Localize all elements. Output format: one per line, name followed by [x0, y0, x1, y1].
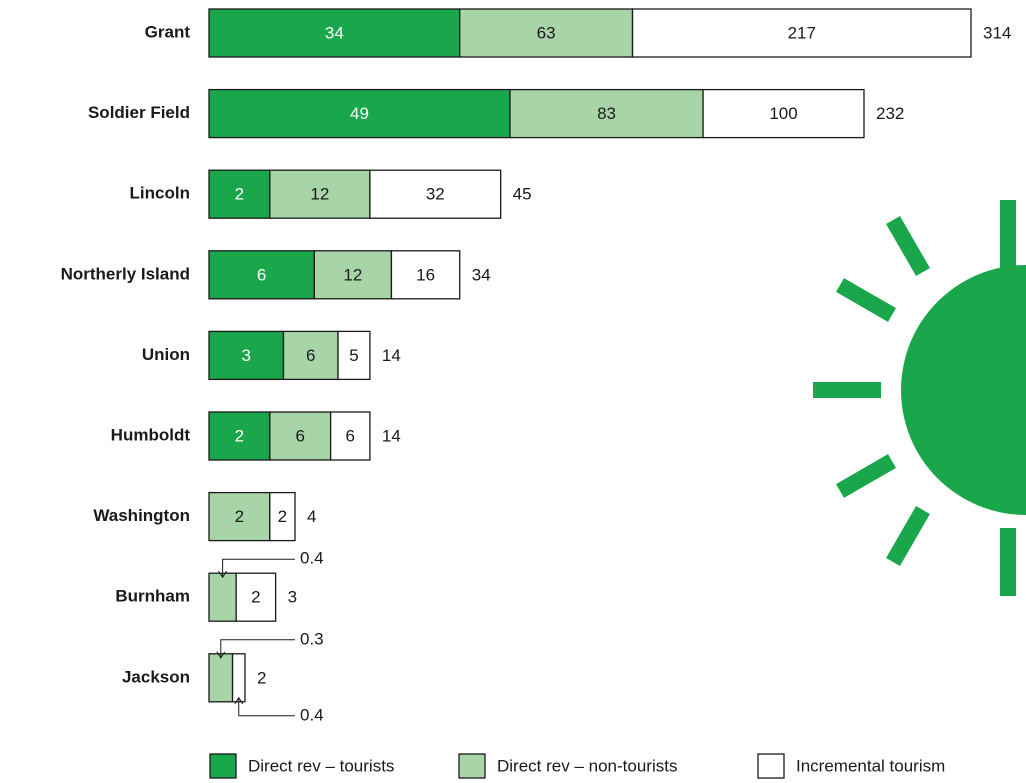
- bar-segment: [235, 572, 277, 622]
- segment-label: 2: [235, 426, 244, 445]
- segment-label: 2: [251, 588, 260, 607]
- bar-segment: [208, 491, 271, 542]
- callout-arrow: [218, 570, 228, 579]
- total-label: 14: [382, 346, 401, 365]
- category-label: Jackson: [122, 667, 190, 686]
- segment-label: 12: [310, 185, 329, 204]
- bar-segment: [509, 88, 704, 139]
- segment-label: 16: [416, 265, 435, 284]
- segment-label: 6: [257, 265, 266, 284]
- segment-label: 6: [295, 426, 304, 445]
- segment-label: 2: [235, 507, 244, 526]
- bar-segment: [282, 330, 339, 381]
- segment-label: 63: [537, 23, 556, 42]
- callout-arrow: [216, 651, 226, 659]
- bar-segment: [208, 330, 285, 381]
- bar-segment: [702, 88, 865, 139]
- segment-label: 3: [242, 346, 251, 365]
- category-label: Burnham: [115, 587, 190, 606]
- bar-segment: [208, 250, 315, 300]
- segment-label: 34: [325, 23, 344, 42]
- category-label: Washington: [93, 506, 190, 525]
- bar-segment: [269, 491, 296, 542]
- category-label: Northerly Island: [61, 264, 190, 283]
- segment-label: 6: [306, 346, 315, 365]
- bar-segment: [269, 169, 371, 219]
- bar-segment: [631, 8, 972, 58]
- bar-segment: [208, 88, 511, 139]
- segment-label: 2: [235, 185, 244, 204]
- callout-line: [222, 558, 295, 578]
- segment-label: 217: [788, 23, 816, 42]
- segment-label: 83: [597, 104, 616, 123]
- category-label: Humboldt: [111, 425, 191, 444]
- callout-line: [238, 697, 295, 717]
- total-label: 14: [382, 426, 401, 445]
- bar-segment: [208, 8, 461, 58]
- sun-decoration: [813, 200, 1026, 596]
- bar-segment: [208, 572, 237, 622]
- bar-segment: [337, 330, 371, 381]
- total-label: 232: [876, 104, 904, 123]
- bar-segment: [231, 653, 246, 703]
- total-label: 314: [983, 23, 1011, 42]
- legend-label: Direct rev – non-tourists: [497, 756, 677, 775]
- callout-line: [220, 639, 295, 658]
- segment-label: 12: [343, 265, 362, 284]
- total-label: 4: [307, 507, 316, 526]
- callout-label: 0.4: [300, 549, 324, 568]
- legend-label: Incremental tourism: [796, 756, 945, 775]
- bar-segment: [269, 411, 332, 461]
- legend-swatch: [757, 753, 785, 779]
- total-label: 34: [472, 265, 491, 284]
- bar-segment: [459, 8, 634, 58]
- total-label: 45: [513, 185, 532, 204]
- category-label: Lincoln: [130, 184, 190, 203]
- segment-label: 32: [426, 185, 445, 204]
- segment-label: 100: [769, 104, 797, 123]
- total-label: 2: [257, 668, 266, 687]
- segment-label: 2: [278, 507, 287, 526]
- segment-label: 5: [349, 346, 358, 365]
- bar-segment: [329, 411, 371, 461]
- callout-arrow: [234, 696, 244, 705]
- legend-swatch: [458, 753, 486, 779]
- legend: Direct rev – tourists Direct rev – non-to…: [209, 753, 945, 779]
- legend-label: Direct rev – tourists: [248, 756, 394, 775]
- callout-label: 0.3: [300, 629, 324, 648]
- total-label: 3: [288, 588, 297, 607]
- category-label: Grant: [145, 22, 191, 41]
- bar-segment: [369, 169, 502, 219]
- segment-label: 6: [346, 426, 355, 445]
- callout-label: 0.4: [300, 705, 324, 724]
- bar-segment: [208, 653, 234, 703]
- legend-swatch: [209, 753, 237, 779]
- bar-segment: [390, 250, 461, 300]
- category-label: Union: [142, 345, 190, 364]
- bar-segment: [208, 411, 271, 461]
- bar-segment: [208, 169, 271, 219]
- category-label: Soldier Field: [88, 103, 190, 122]
- segment-label: 49: [350, 104, 369, 123]
